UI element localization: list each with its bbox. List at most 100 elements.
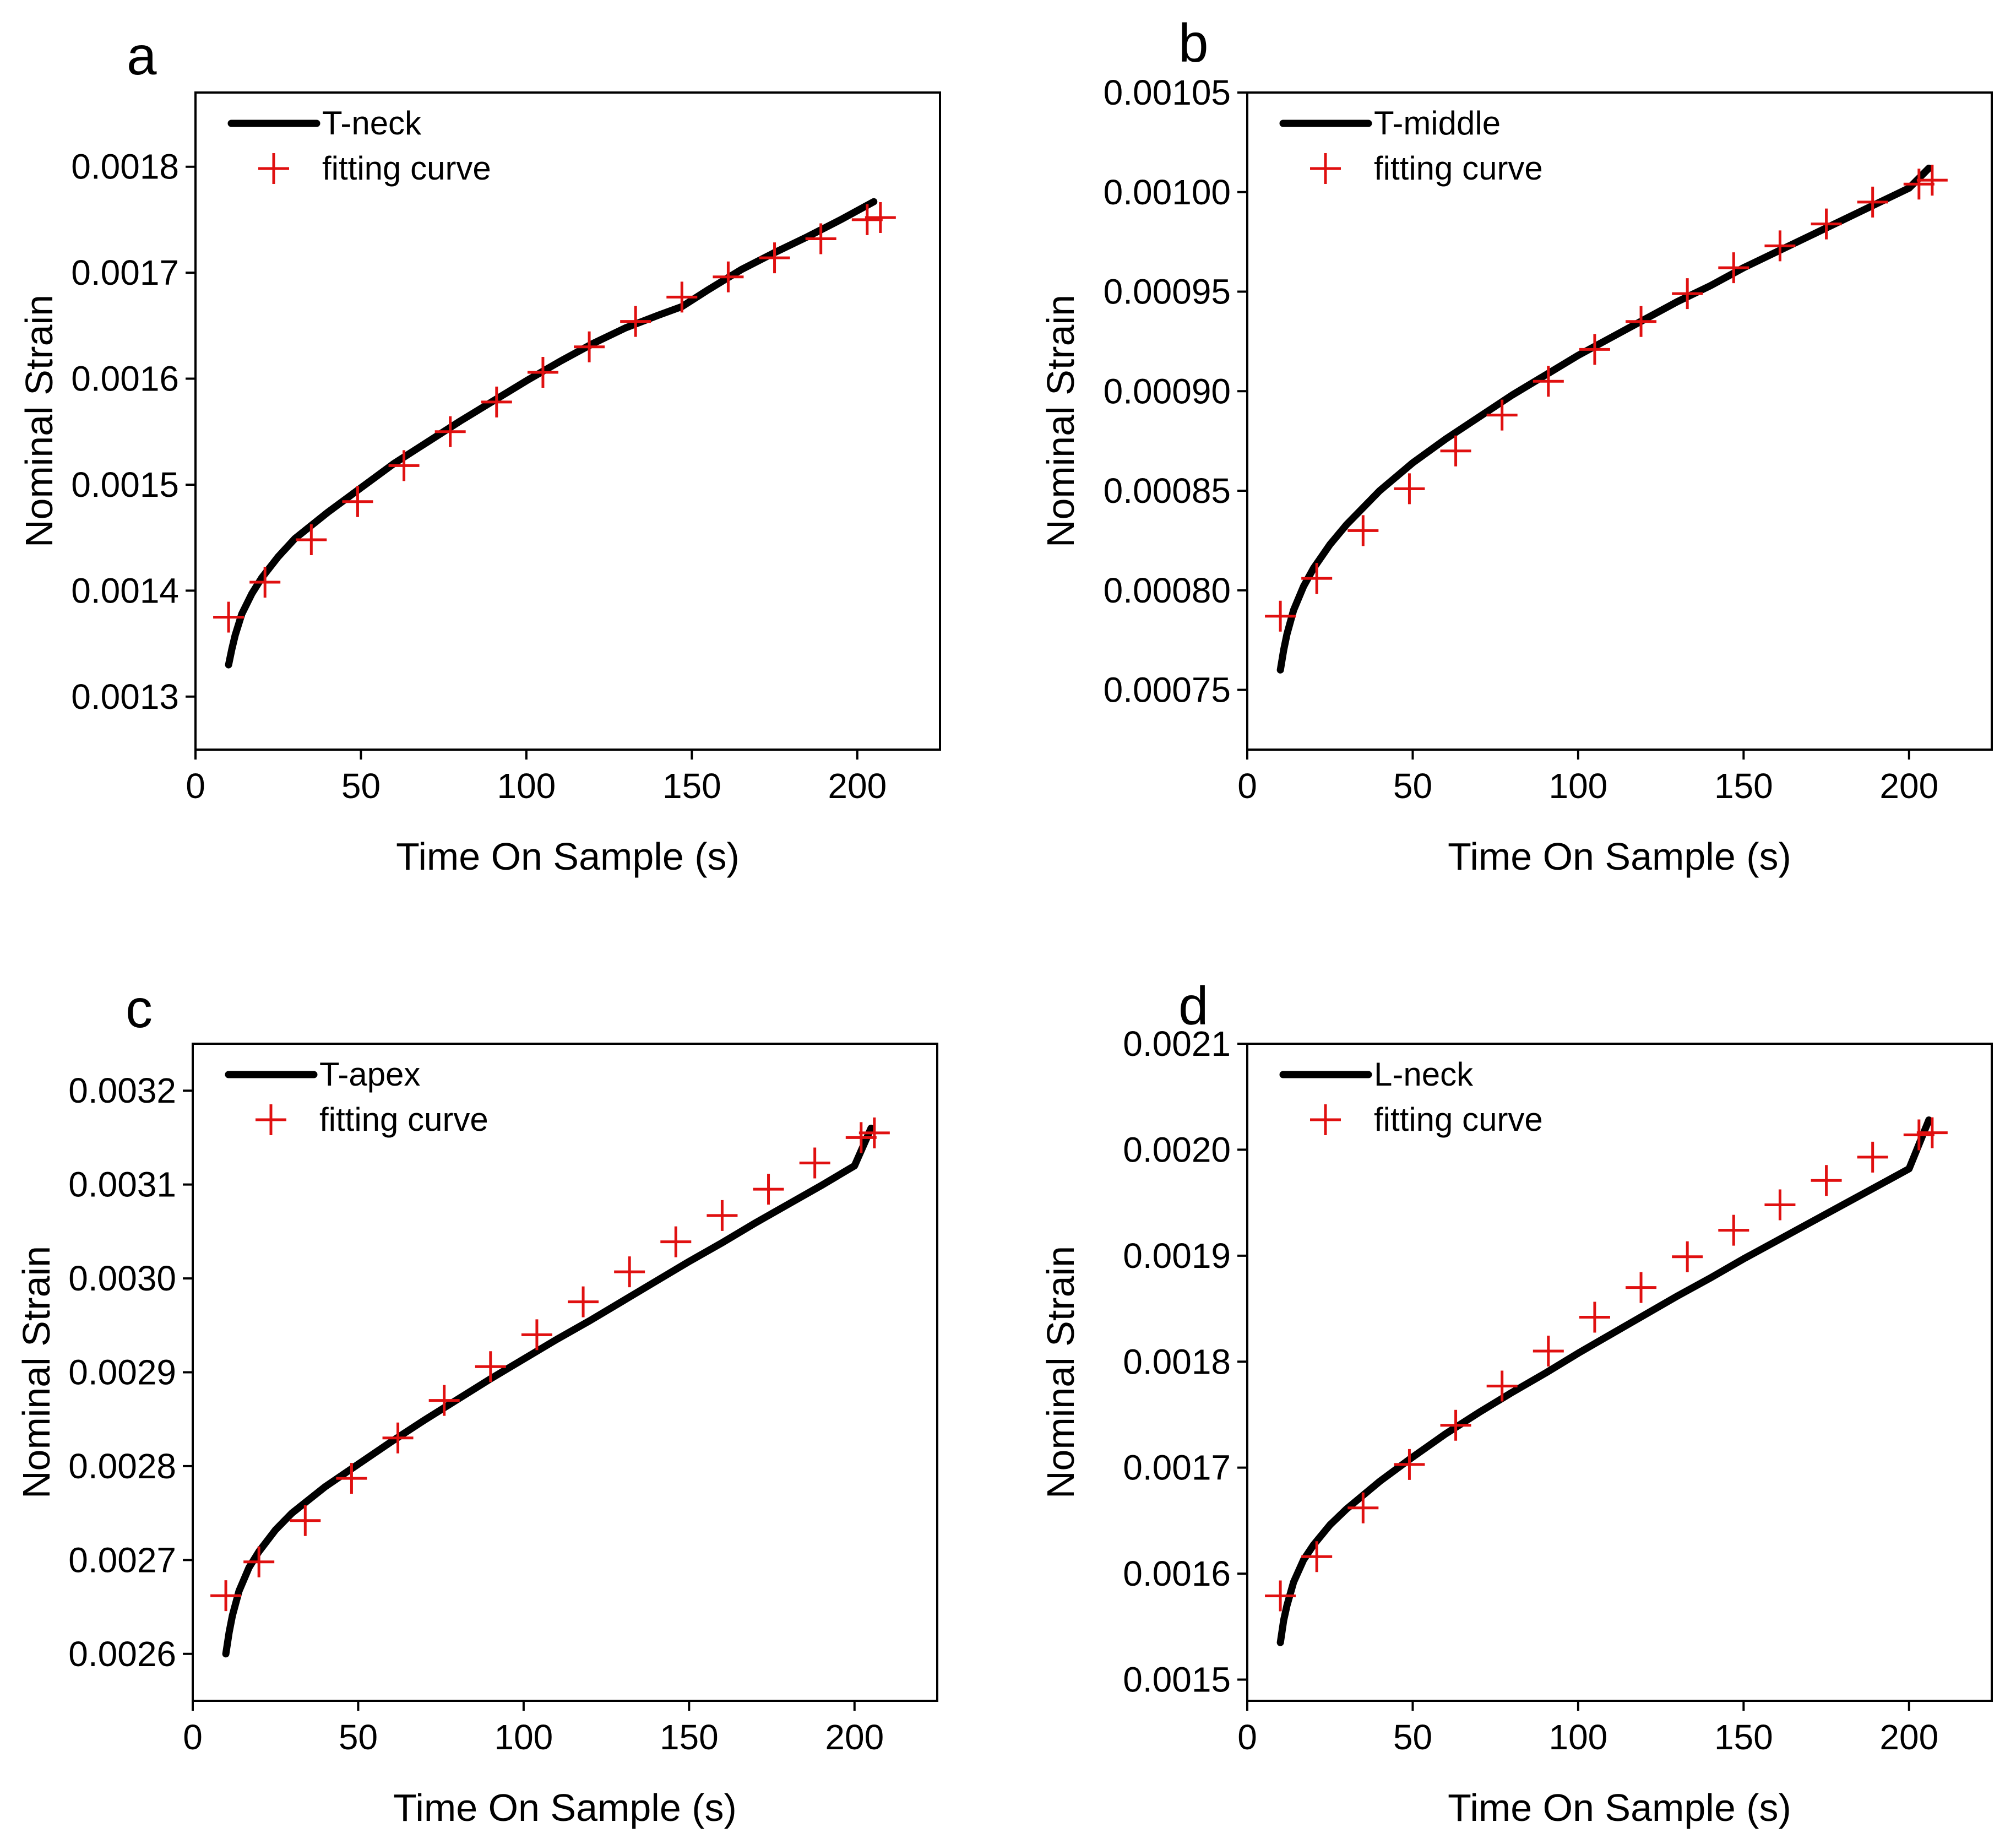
- fit-marker: [851, 204, 883, 235]
- x-tick-label: 200: [1879, 1717, 1938, 1757]
- y-tick-label: 0.0028: [68, 1446, 176, 1486]
- legend-marker-swatch: [1310, 153, 1341, 184]
- fit-marker: [1916, 165, 1948, 196]
- series-line-T-middle: [1276, 164, 1933, 674]
- series-line-T-neck: [225, 198, 878, 669]
- legend-marker-swatch: [256, 1104, 286, 1135]
- x-tick-label: 100: [1548, 1717, 1607, 1757]
- y-tick-label: 0.0016: [71, 359, 179, 399]
- y-tick-label: 0.00095: [1104, 272, 1231, 312]
- legend-label: fitting curve: [322, 150, 491, 187]
- fit-marker: [1718, 1214, 1749, 1246]
- plot-frame: [194, 91, 941, 751]
- panel-letter: d: [1178, 975, 1209, 1036]
- y-tick-label: 0.00085: [1104, 471, 1231, 511]
- fit-marker: [1265, 1580, 1296, 1612]
- legend-label: T-apex: [319, 1056, 420, 1093]
- plot-frame: [1246, 1043, 1993, 1702]
- fit-marker: [1903, 169, 1935, 200]
- y-tick-label: 0.0029: [68, 1353, 176, 1392]
- y-tick-label: 0.0016: [1123, 1554, 1231, 1593]
- y-tick-label: 0.0015: [1123, 1660, 1231, 1700]
- x-tick-label: 200: [828, 766, 887, 806]
- legend-label: T-neck: [322, 105, 422, 142]
- y-tick-label: 0.0018: [71, 147, 179, 187]
- y-tick-label: 0.0027: [68, 1540, 176, 1580]
- x-tick-label: 150: [660, 1717, 719, 1757]
- plot-frame: [1246, 91, 1993, 751]
- legend-marker-swatch: [258, 153, 289, 184]
- y-tick-label: 0.0013: [71, 677, 179, 717]
- fit-marker: [1857, 1141, 1888, 1173]
- fit-marker: [1533, 366, 1564, 397]
- fit-marker: [865, 202, 896, 234]
- y-tick-label: 0.0021: [1123, 1024, 1231, 1064]
- legend-marker-swatch: [1310, 1104, 1341, 1135]
- fit-marker: [614, 1256, 645, 1288]
- x-tick-label: 100: [497, 766, 556, 806]
- fit-marker: [1672, 278, 1703, 310]
- x-tick-label: 100: [1548, 766, 1607, 806]
- fit-marker: [1764, 1189, 1796, 1221]
- fit-marker: [1301, 1541, 1333, 1572]
- panel-d: d 0 50 100 150 200 0.0015 0.0016 0.0017 0.0018 0.0…: [1039, 975, 1993, 1829]
- fit-marker: [1579, 1301, 1610, 1333]
- y-tick-label: 0.0032: [68, 1071, 176, 1110]
- fit-marker: [1265, 600, 1296, 632]
- panel-b: b 0 50 100 150 200 0.00075 0.00080 0.00085 0.0009…: [1039, 13, 1993, 878]
- series-line-T-apex: [222, 1124, 875, 1658]
- y-tick-label: 0.0030: [68, 1259, 176, 1298]
- y-axis-title: Nominal Strain: [18, 295, 61, 547]
- y-tick-label: 0.00075: [1104, 670, 1231, 710]
- y-tick-label: 0.0018: [1123, 1342, 1231, 1381]
- fit-marker: [1718, 252, 1749, 284]
- fit-marker: [249, 566, 281, 598]
- fit-marker: [713, 261, 744, 292]
- fit-marker: [574, 331, 605, 362]
- y-axis-title: Nominal Strain: [1039, 295, 1082, 547]
- fit-marker: [521, 1319, 552, 1351]
- x-tick-label: 100: [494, 1717, 553, 1757]
- fit-marker: [1916, 1117, 1948, 1148]
- x-tick-label: 0: [183, 1717, 203, 1757]
- fit-marker: [1440, 1409, 1471, 1441]
- x-tick-label: 0: [186, 766, 205, 806]
- fit-marker: [759, 242, 790, 274]
- x-tick-label: 50: [339, 1717, 378, 1757]
- y-axis-title: Nominal Strain: [15, 1246, 58, 1499]
- x-tick-label: 150: [662, 766, 721, 806]
- x-axis-title: Time On Sample (s): [393, 1786, 737, 1829]
- x-tick-label: 50: [1393, 766, 1432, 806]
- fit-marker: [799, 1147, 830, 1179]
- fit-marker: [1394, 1449, 1425, 1480]
- legend-label: L-neck: [1374, 1056, 1474, 1093]
- fit-marker: [434, 416, 466, 447]
- y-tick-label: 0.0017: [1123, 1448, 1231, 1488]
- fit-marker: [1347, 1492, 1379, 1523]
- fit-marker: [666, 281, 698, 313]
- y-tick-label: 0.0019: [1123, 1236, 1231, 1276]
- fit-marker: [475, 1351, 506, 1382]
- fit-marker: [290, 1505, 321, 1536]
- fit-marker: [527, 356, 558, 388]
- fit-marker: [382, 1422, 414, 1454]
- fit-marker: [1394, 473, 1425, 505]
- fit-marker: [243, 1546, 275, 1577]
- fit-marker: [336, 1463, 367, 1494]
- legend-label: fitting curve: [319, 1101, 488, 1138]
- x-tick-label: 50: [341, 766, 381, 806]
- plot-frame: [192, 1043, 938, 1702]
- fit-marker: [296, 524, 327, 556]
- legend-label: fitting curve: [1374, 1101, 1543, 1138]
- fit-marker: [845, 1122, 877, 1153]
- x-axis-title: Time On Sample (s): [396, 835, 740, 878]
- fit-marker: [1764, 230, 1796, 262]
- fit-marker: [660, 1226, 692, 1257]
- fit-marker: [1486, 399, 1518, 431]
- panel-a: a 0 50 100 150 200 0.0013 0.0014 0.0015 0.0016 0.0…: [18, 25, 941, 878]
- fit-marker: [753, 1174, 784, 1205]
- y-tick-label: 0.0014: [71, 571, 179, 610]
- fit-marker: [1626, 306, 1657, 337]
- fit-marker: [213, 601, 244, 633]
